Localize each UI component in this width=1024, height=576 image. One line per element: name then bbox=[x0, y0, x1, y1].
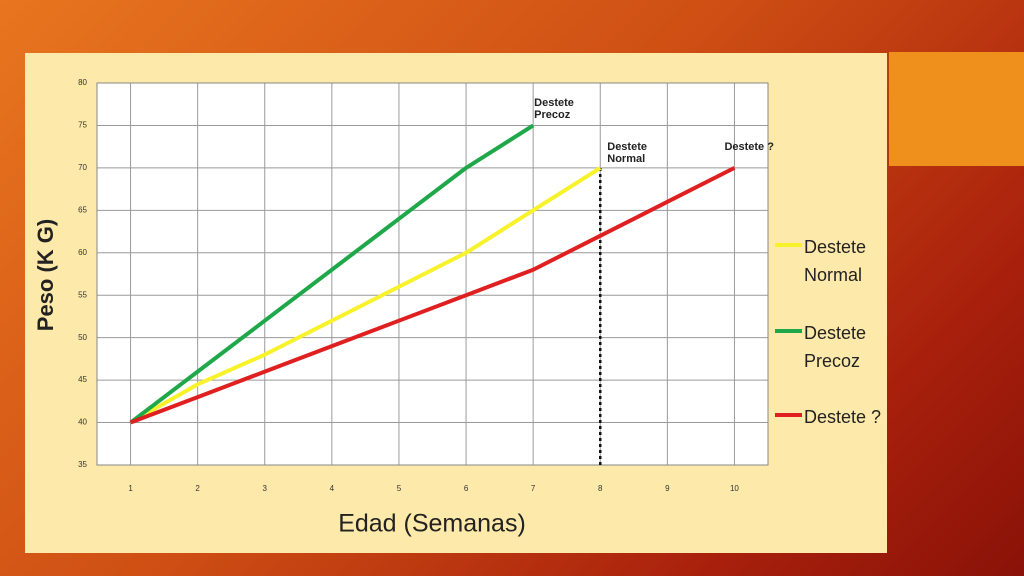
series-line bbox=[129, 166, 602, 425]
x-tick-label: 2 bbox=[195, 484, 200, 493]
y-tick-label: 65 bbox=[78, 205, 87, 214]
y-tick-label: 55 bbox=[78, 290, 87, 299]
x-tick-label: 9 bbox=[665, 484, 670, 493]
legend-label: Destete Precoz bbox=[804, 323, 867, 371]
x-tick-label: 7 bbox=[531, 484, 536, 493]
y-tick-label: 80 bbox=[78, 78, 87, 87]
y-axis-title: Peso (K G) bbox=[33, 219, 58, 331]
x-tick-label: 1 bbox=[128, 484, 133, 493]
x-tick-label: 3 bbox=[263, 484, 268, 493]
x-axis-title: Edad (Semanas) bbox=[338, 510, 526, 538]
x-tick-label: 8 bbox=[598, 484, 603, 493]
accent-block bbox=[889, 52, 1024, 166]
x-tick-label: 10 bbox=[730, 484, 739, 493]
annotation: Destete Normal bbox=[607, 140, 647, 165]
y-tick-label: 50 bbox=[78, 333, 87, 342]
y-tick-label: 45 bbox=[78, 375, 87, 384]
series-line bbox=[129, 123, 535, 425]
y-tick-label: 40 bbox=[78, 418, 87, 427]
plot-area bbox=[97, 83, 768, 465]
y-tick-label: 35 bbox=[78, 460, 87, 469]
series-line bbox=[129, 166, 736, 425]
annotation: Destete ? bbox=[724, 140, 774, 153]
x-tick-label: 6 bbox=[464, 484, 469, 493]
y-tick-label: 70 bbox=[78, 163, 87, 172]
plot-border bbox=[96, 82, 769, 466]
x-tick-label: 5 bbox=[397, 484, 402, 493]
y-tick-label: 60 bbox=[78, 248, 87, 257]
annotation: Destete Precoz bbox=[534, 97, 574, 122]
y-tick-label: 75 bbox=[78, 121, 87, 130]
legend-label: Destete ? bbox=[804, 407, 882, 427]
legend-label: Destete Normal bbox=[804, 237, 867, 285]
x-tick-label: 4 bbox=[330, 484, 335, 493]
